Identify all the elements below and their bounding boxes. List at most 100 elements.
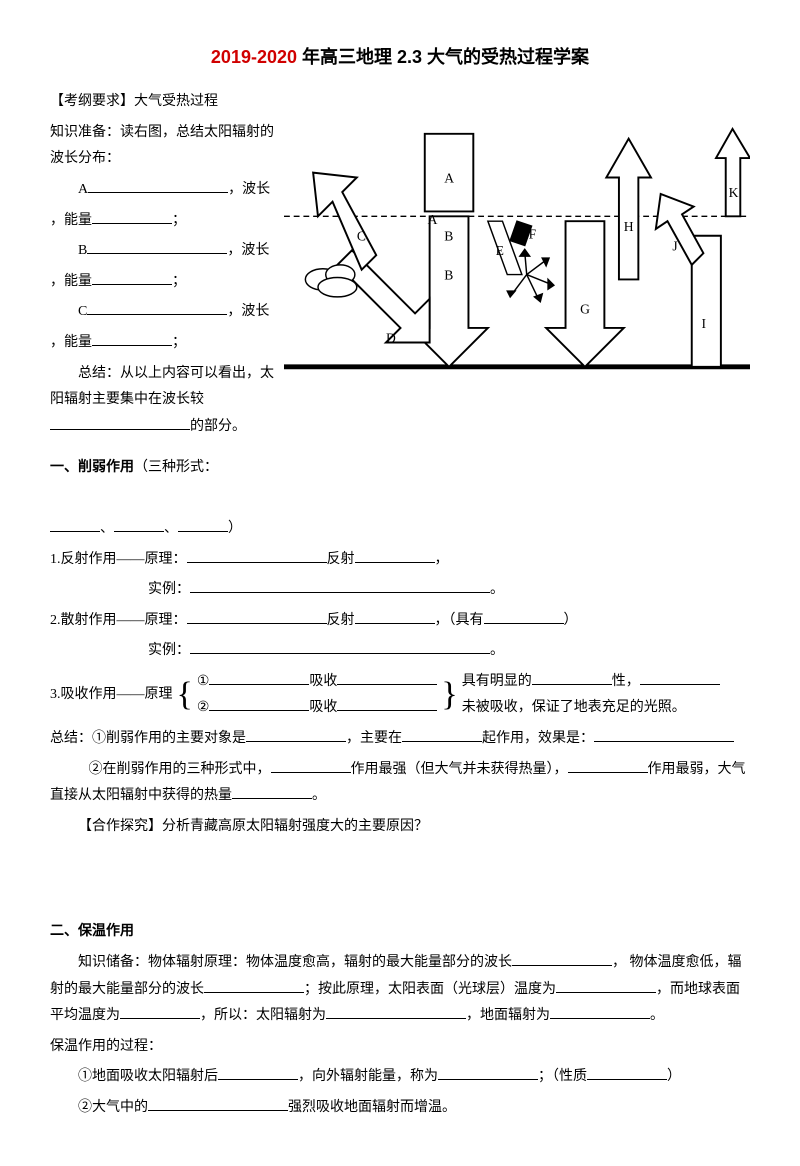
left-column: 知识准备：读右图，总结太阳辐射的波长分布： A，波长 ，能量； B，波长 ，能量… [50,120,274,486]
svg-text:F: F [529,226,537,241]
knowledge2-line: 知识储备：物体辐射原理：物体温度愈高，辐射的最大能量部分的波长， 物体温度愈低，… [50,950,750,1030]
scatter-num: 2.散射作用——原理： [50,613,187,628]
ab-r1b: 性， [612,674,640,689]
reflect-t2: ， [435,552,449,567]
blank [594,728,734,742]
blank [512,952,612,966]
left-brace-icon: { [177,678,193,712]
reflect-example: 实例： 。 [50,577,750,604]
ab1-mid: 吸收 [309,674,337,689]
prep-label: 知识准备： [50,125,120,140]
reflect-line: 1.反射作用——原理：反射， [50,547,750,574]
diagram-svg: A A B B C D [284,120,750,400]
blank [50,416,190,430]
reflect-ex: 实例： [148,582,190,597]
coop-label: 【合作探究】 [78,819,162,834]
blank [87,301,227,315]
scatter-example: 实例：。 [50,638,750,665]
exam-requirement: 【考纲要求】大气受热过程 [50,89,750,116]
ab2-pre: ② [197,700,210,715]
blank [337,671,437,685]
blank [120,1005,200,1019]
exam-req-label: 【考纲要求】 [50,94,134,109]
period: 。 [490,582,504,597]
blank [271,759,351,773]
blank [92,332,172,346]
radiation-diagram: A A B B C D [284,120,750,411]
blank [187,549,327,563]
top-two-column: 知识准备：读右图，总结太阳辐射的波长分布： A，波长 ，能量； B，波长 ，能量… [50,120,750,486]
k2-label: 知识储备： [78,955,148,970]
blank [190,640,490,654]
k2-t5: ，所以：太阳辐射为 [200,1008,326,1023]
k2-t3: ；按此原理，太阳表面（光球层）温度为 [304,982,556,997]
item-b-energy: ，能量； [50,269,274,296]
svg-text:A: A [444,170,454,185]
scatter-t3: ） [564,613,578,628]
blank [209,697,309,711]
svg-text:K: K [729,185,739,200]
blank [190,579,490,593]
sum2-t4: ②在削弱作用的三种形式中， [89,762,271,777]
sum2-t1: ①削弱作用的主要对象是 [92,731,246,746]
sum1-label: 总结： [78,366,120,381]
blank [355,549,435,563]
exam-req-text: 大气受热过程 [134,94,218,109]
wp-label: 保温作用的过程： [50,1039,162,1054]
coop-explore: 【合作探究】分析青藏高原太阳辐射强度大的主要原因？ [50,814,750,841]
sum2-label: 总结： [50,731,92,746]
blank [355,610,435,624]
s2-head: 二、保温作用 [50,924,134,939]
coop-text: 分析青藏高原太阳辐射强度大的主要原因？ [162,819,428,834]
page-title: 2019-2020 年高三地理 2.3 大气的受热过程学案 [50,40,750,74]
c-wave: ，波长 [227,304,269,319]
s1-close: ） [228,521,242,536]
ab1-pre: ① [197,674,210,689]
blank [640,671,720,685]
summary1: 总结：从以上内容可以看出，太阳辐射主要集中在波长较的部分。 [50,361,274,441]
blank [92,271,172,285]
scatter-t2: ，（具有 [435,613,484,628]
warm-process-1: ①地面吸收太阳辐射后，向外辐射能量，称为；（性质） [50,1064,750,1091]
blank [568,759,648,773]
blank [178,518,228,532]
s1-head: 一、削弱作用 [50,460,134,475]
svg-text:D: D [386,330,396,345]
period: 。 [650,1008,664,1023]
blank [87,240,227,254]
svg-text:H: H [624,219,634,234]
sum2-t5: 作用最强（但大气并未获得热量）， [351,762,568,777]
k2-t6: ，地面辐射为 [466,1008,550,1023]
blank [402,728,482,742]
semi: ； [172,335,186,350]
blank [438,1066,538,1080]
svg-text:C: C [357,228,366,243]
c-energy: ，能量 [50,335,92,350]
blank [88,179,228,193]
semi: ； [172,213,186,228]
b-energy: ，能量 [50,274,92,289]
svg-text:B: B [444,228,453,243]
scatter-line: 2.散射作用——原理：反射，（具有） [50,608,750,635]
svg-text:J: J [672,238,677,253]
c-label: C [78,304,87,319]
s1-paren: （三种形式： [134,460,218,475]
blank [92,210,172,224]
item-c: C ，波长 [50,299,274,326]
ab-r1: 具有明显的 [462,674,532,689]
wp-t3: ；（性质 [538,1069,587,1084]
three-forms-line: 、、） [50,516,750,543]
period: 。 [312,788,326,803]
blank [326,1005,466,1019]
k2-t1: 物体辐射原理：物体温度愈高，辐射的最大能量部分的波长 [148,955,512,970]
warm-process-label: 保温作用的过程： [50,1034,750,1061]
title-black: 年高三地理 2.3 大气的受热过程学案 [302,47,589,67]
section1-head: 一、削弱作用（三种形式： [50,455,274,482]
blank [232,785,312,799]
ab2-mid: 吸收 [309,700,337,715]
blank [532,671,612,685]
blank [556,979,656,993]
a-wave: ，波长 [228,182,270,197]
sum2-t3: 起作用，效果是： [482,731,594,746]
wp-t5: ②大气中的 [78,1100,148,1115]
